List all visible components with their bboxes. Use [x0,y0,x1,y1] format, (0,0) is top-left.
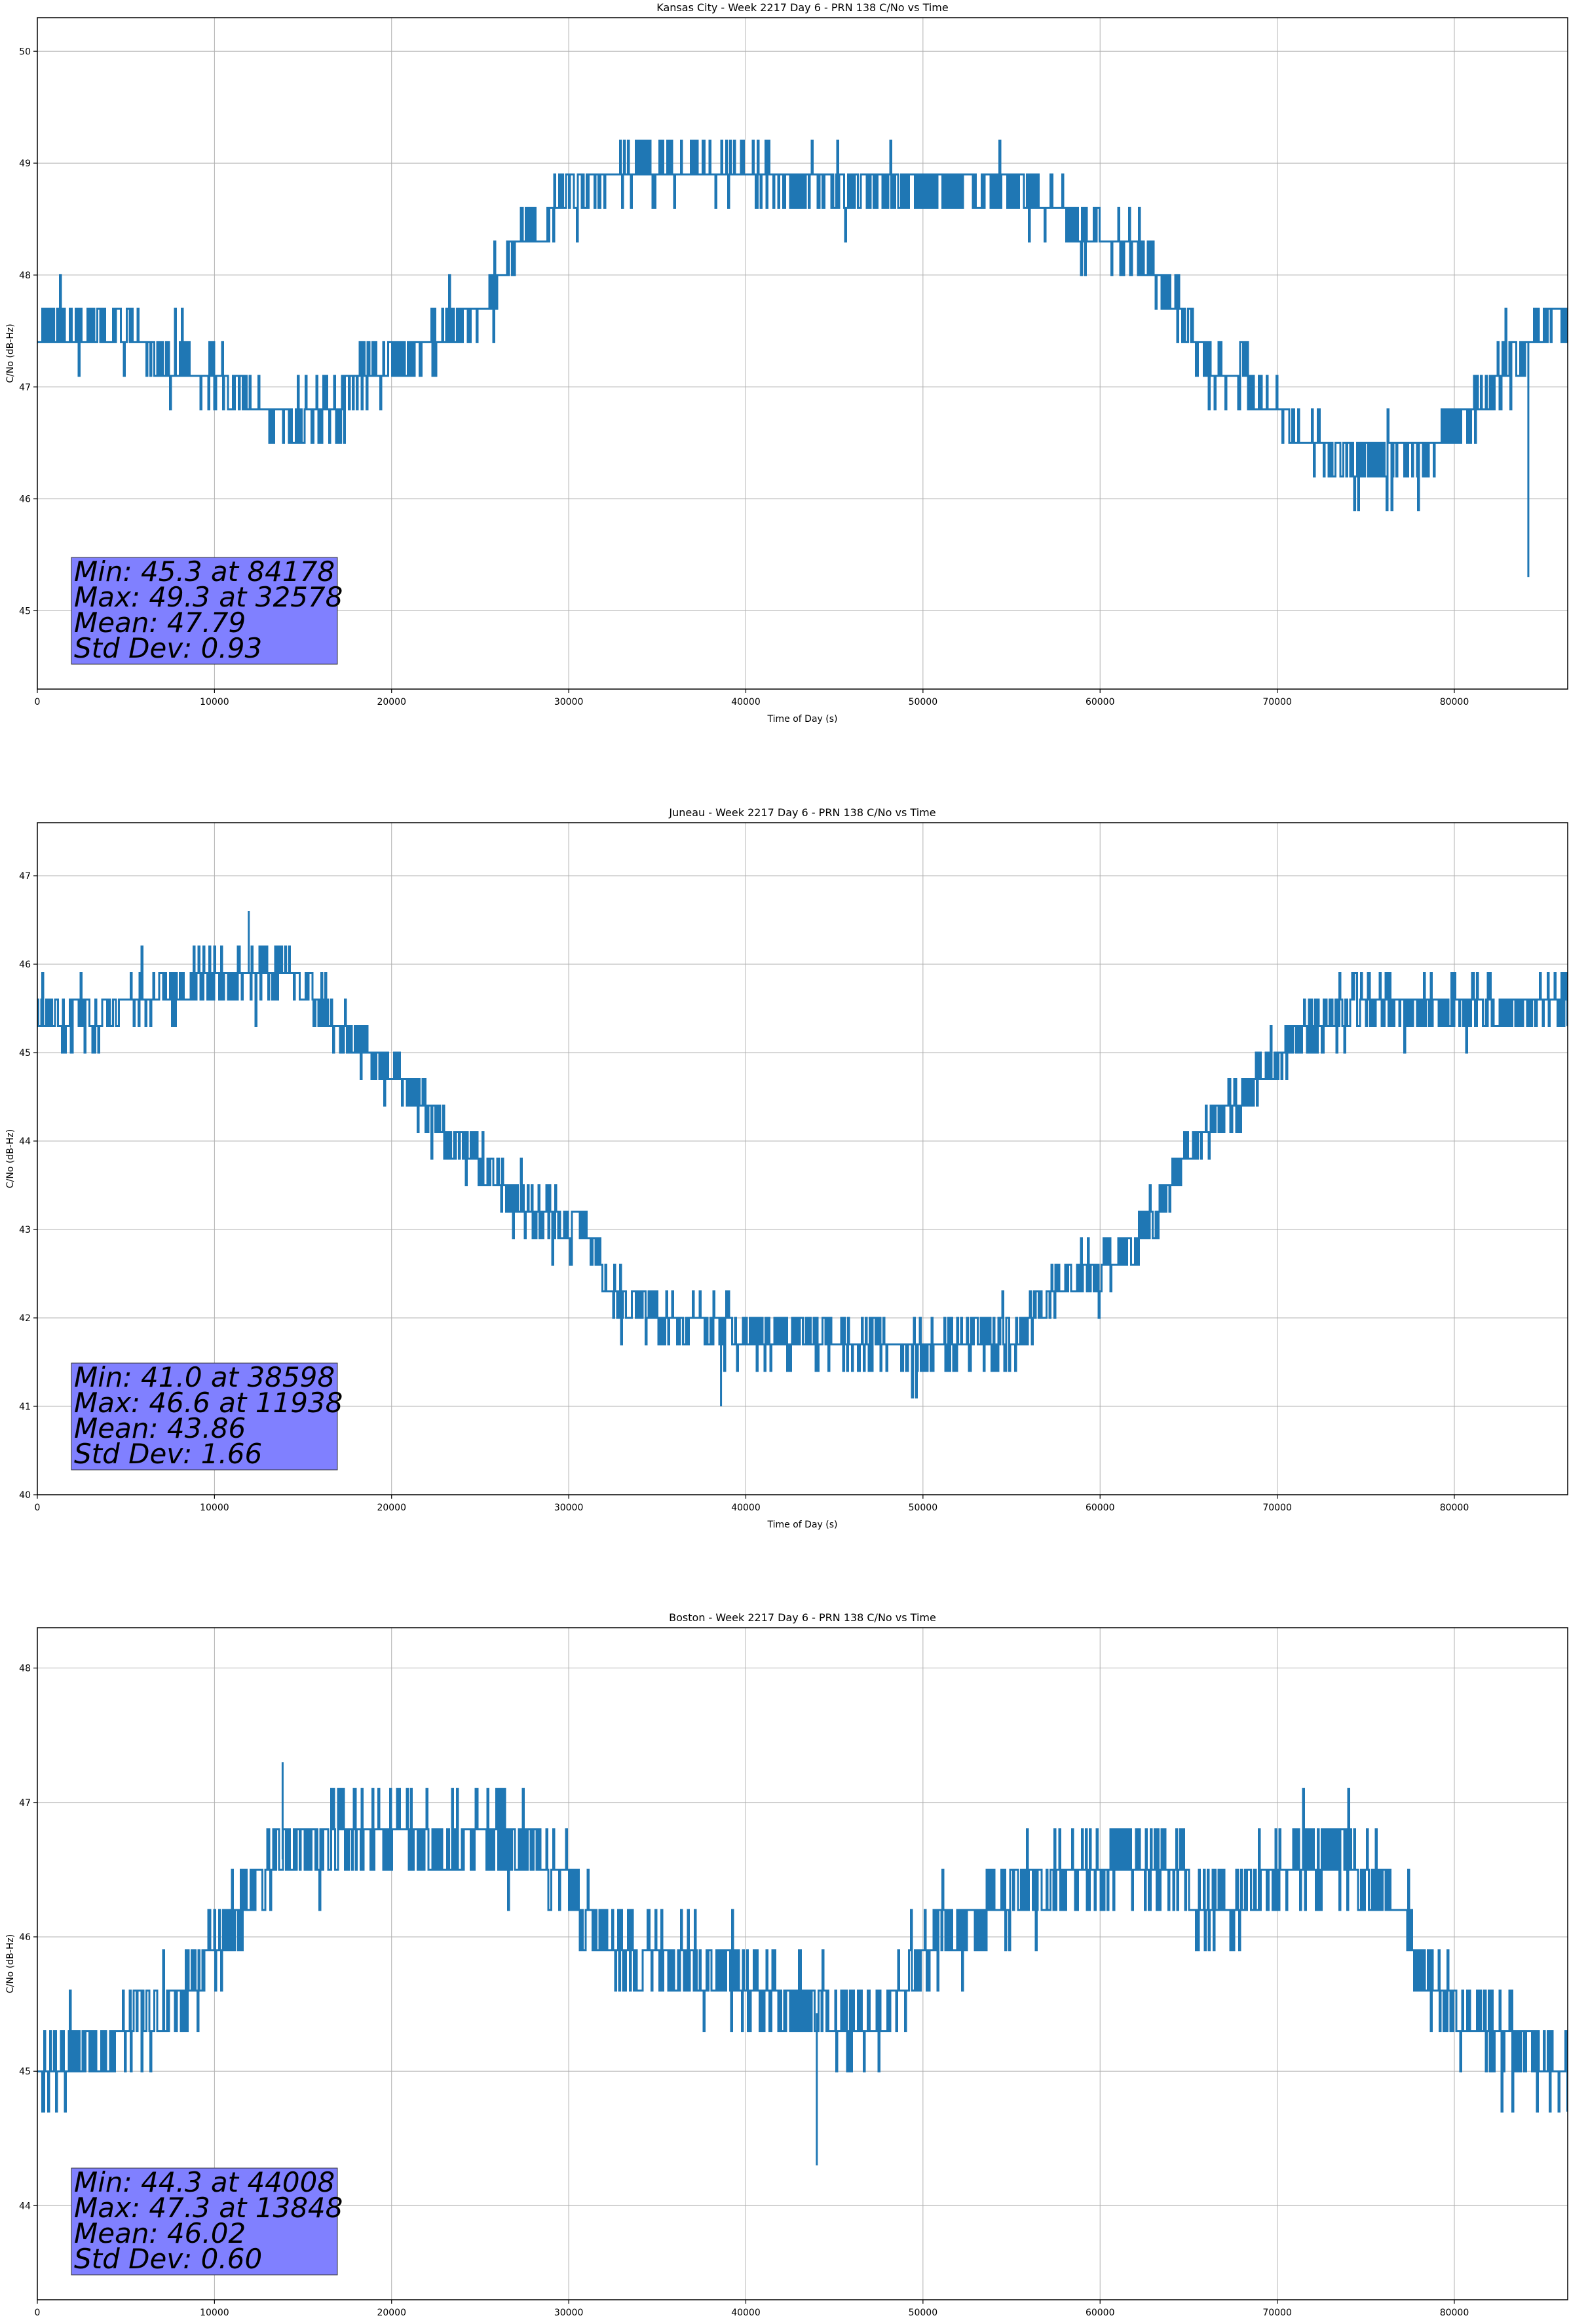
stats-line: Max: 47.3 at 13848 [74,2192,343,2224]
y-tick-label: 40 [19,1490,31,1501]
x-tick-label: 0 [35,2308,41,2318]
x-tick-label: 80000 [1440,697,1469,707]
x-tick-label: 10000 [200,697,229,707]
x-tick-label: 0 [35,697,41,707]
y-axis-label: C/No (dB-Hz) [5,324,16,383]
y-axis-label: C/No (dB-Hz) [5,1934,16,1993]
y-tick-label: 47 [19,383,31,393]
x-tick-label: 50000 [909,2308,938,2318]
y-tick-label: 49 [19,159,31,169]
chart-panel-3: 0 10000 20000 30000 40000 50000 60000 70000 8000… [5,1611,1568,2318]
stats-line: Mean: 46.02 [74,2217,246,2249]
x-tick-label: 50000 [909,697,938,707]
series-line [37,1788,1568,2113]
chart-title: Boston - Week 2217 Day 6 - PRN 138 C/No … [669,1611,936,1624]
chart-panel-2: 0 10000 20000 30000 40000 50000 60000 70000 8000… [5,806,1568,1530]
y-tick-label: 46 [19,1932,31,1943]
stats-line: Max: 46.6 at 11938 [74,1387,343,1419]
x-tick-label: 20000 [377,697,406,707]
stats-line: Min: 45.3 at 84178 [74,555,335,588]
x-tick-label: 10000 [200,1503,229,1513]
stats-box-background [71,2167,338,2276]
y-tick-label: 42 [19,1313,31,1324]
stats-box-background [71,557,338,665]
x-tick-label: 10000 [200,2308,229,2318]
y-axis-label: C/No (dB-Hz) [5,1129,16,1188]
x-tick-label: 40000 [731,2308,761,2318]
x-tick-label: 30000 [554,1503,584,1513]
stats-line: Min: 44.3 at 44008 [74,2166,335,2198]
stats-line: Std Dev: 0.93 [74,632,262,664]
stats-line: Max: 49.3 at 32578 [74,581,343,613]
y-tick-label: 45 [19,606,31,616]
x-tick-label: 50000 [909,1503,938,1513]
chart-title: Kansas City - Week 2217 Day 6 - PRN 138 … [656,1,948,14]
y-tick-label: 46 [19,495,31,505]
y-tick-label: 45 [19,2067,31,2077]
y-tick-label: 47 [19,1798,31,1809]
series-line [37,140,1568,512]
axes-frame [37,822,1568,1495]
series-cno [37,140,1568,578]
x-tick-label: 70000 [1262,2308,1292,2318]
x-tick-label: 60000 [1086,697,1115,707]
x-tick-label: 60000 [1086,1503,1115,1513]
x-tick-label: 40000 [731,697,761,707]
x-tick-label: 0 [35,1503,41,1513]
x-tick-label: 70000 [1262,1503,1292,1513]
x-tick-label: 20000 [377,2308,406,2318]
x-tick-label: 80000 [1440,1503,1469,1513]
y-tick-label: 44 [19,2201,31,2211]
x-tick-label: 40000 [731,1503,761,1513]
y-tick-label: 43 [19,1225,31,1235]
stats-line: Mean: 43.86 [74,1412,246,1444]
stats-line: Min: 41.0 at 38598 [74,1361,335,1393]
y-tick-label: 48 [19,271,31,281]
x-tick-label: 80000 [1440,2308,1469,2318]
stats-line: Std Dev: 1.66 [74,1438,262,1470]
y-tick-label: 46 [19,960,31,970]
y-tick-label: 45 [19,1048,31,1059]
y-tick-label: 41 [19,1402,31,1412]
axes-frame [37,1627,1568,2300]
chart-title: Juneau - Week 2217 Day 6 - PRN 138 C/No … [668,806,936,819]
grid [37,18,1568,689]
y-tick-label: 47 [19,871,31,882]
y-tick-label: 44 [19,1136,31,1147]
x-tick-label: 20000 [377,1503,406,1513]
y-tick-label: 48 [19,1664,31,1674]
y-tick-label: 50 [19,47,31,57]
series-line [37,945,1568,1398]
x-tick-label: 60000 [1086,2308,1115,2318]
series-cno [37,911,1568,1406]
stats-line: Mean: 47.79 [74,607,246,639]
series-cno [37,1762,1568,2165]
chart-panel-1: 0 10000 20000 30000 40000 50000 60000 70000 8000… [5,1,1568,724]
stats-box-background [71,1362,338,1471]
x-axis-label: Time of Day (s) [767,714,838,724]
x-tick-label: 30000 [554,697,584,707]
x-tick-label: 30000 [554,2308,584,2318]
axes-frame [37,17,1568,690]
x-axis-label: Time of Day (s) [767,1520,838,1530]
stats-line: Std Dev: 0.60 [74,2243,262,2275]
x-tick-label: 70000 [1262,697,1292,707]
